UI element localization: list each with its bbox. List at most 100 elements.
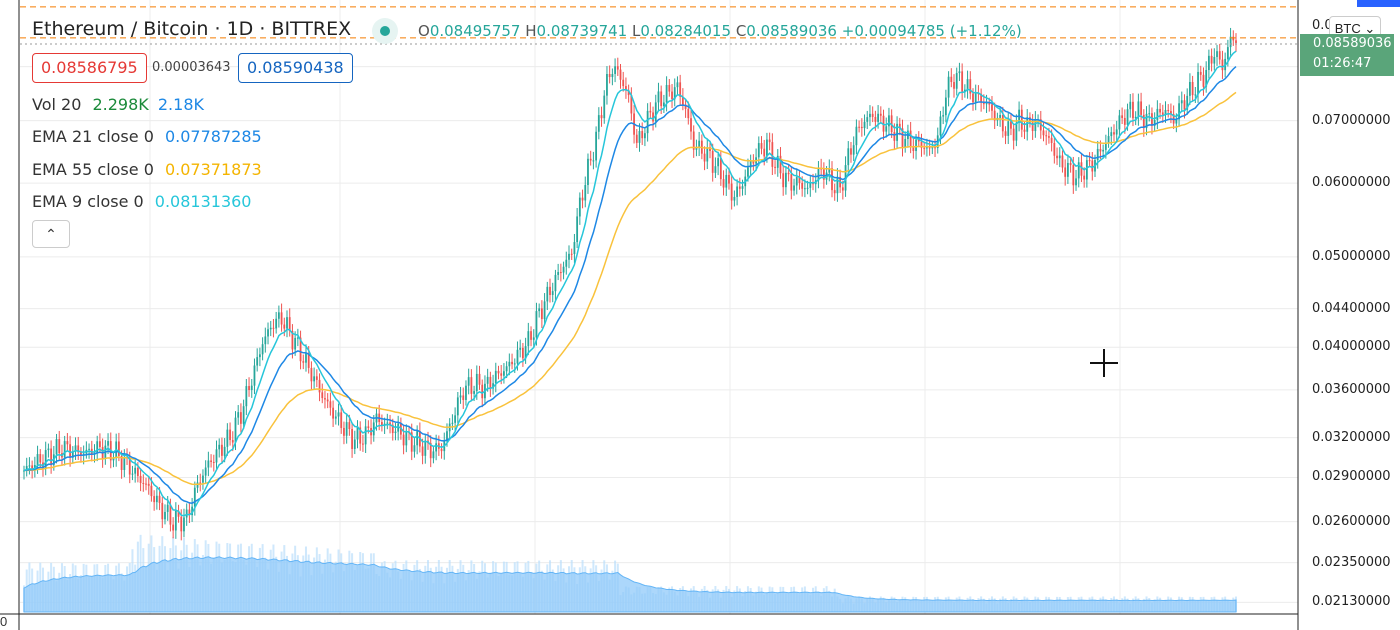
candle-body (503, 371, 505, 376)
price-tick-label: 0.05000000 (1312, 248, 1391, 264)
currency-label: BTC (1334, 21, 1361, 36)
candle-body (611, 73, 614, 78)
candle-body (944, 97, 947, 116)
candle-body (646, 110, 649, 134)
candle-body (600, 115, 603, 119)
collapse-legend-button[interactable]: ⌃ (32, 220, 70, 248)
candle-body (589, 158, 592, 161)
candle-body (1180, 100, 1183, 104)
candle-body (150, 485, 153, 497)
candle-body (1229, 36, 1232, 48)
candle-body (988, 102, 991, 105)
candle-body (158, 495, 161, 503)
buy-button[interactable]: 0.08590438 (238, 53, 353, 83)
candle-body (904, 138, 907, 148)
candle-body (681, 96, 684, 105)
candle-body (993, 110, 996, 121)
candle-body (180, 516, 183, 532)
candle-body (275, 318, 278, 329)
candle-countdown: 01:26:47 (1313, 56, 1372, 71)
candle-body (630, 95, 633, 114)
candle-body (381, 422, 383, 426)
candle-body (1099, 148, 1102, 152)
candle-body (107, 441, 109, 446)
candle-body (1137, 101, 1140, 117)
legend-ema21[interactable]: EMA 21 close 0 0.07787285 (32, 127, 262, 146)
low-key: L (632, 22, 641, 40)
candle-body (202, 475, 204, 483)
currency-selector[interactable]: BTC ⌄ (1329, 16, 1381, 42)
candle-body (785, 172, 787, 188)
vol-label: Vol 20 (32, 95, 82, 114)
candle-body (63, 441, 66, 458)
candle-body (459, 395, 462, 398)
candle-body (44, 450, 47, 469)
candle-body (489, 376, 492, 389)
candle-body (606, 74, 608, 96)
candle-body (790, 174, 793, 191)
open-key: O (418, 22, 430, 40)
candle-body (898, 123, 901, 129)
candle-body (999, 115, 1002, 118)
candle-body (1001, 115, 1004, 132)
candle-body (440, 448, 443, 452)
market-status-icon[interactable] (372, 18, 398, 44)
candle-body (625, 86, 627, 91)
candle-body (532, 337, 535, 340)
candle-body (145, 483, 147, 485)
candle-body (595, 131, 598, 161)
chevron-up-icon: ⌃ (45, 226, 57, 242)
candle-body (831, 168, 833, 191)
candle-body (229, 429, 231, 441)
candle-body (1207, 55, 1210, 71)
candle-body (982, 102, 985, 105)
candle-body (747, 167, 749, 177)
candle-body (212, 461, 215, 463)
candle-body (410, 432, 413, 452)
candle-body (234, 417, 237, 443)
legend-volume[interactable]: Vol 20 2.298K 2.18K (32, 95, 204, 114)
candle-body (248, 386, 250, 391)
candle-body (226, 429, 229, 447)
candle-body (494, 370, 497, 384)
legend-ema9[interactable]: EMA 9 close 0 0.08131360 (32, 192, 251, 211)
candle-body (806, 187, 809, 189)
candle-body (543, 301, 546, 320)
candle-body (1142, 114, 1145, 129)
candle-body (164, 511, 166, 520)
candle-body (1194, 94, 1197, 96)
candle-body (858, 126, 861, 128)
candle-body (139, 475, 142, 483)
candle-body (337, 412, 340, 417)
candle-body (888, 115, 890, 127)
candle-body (50, 448, 53, 466)
candle-body (359, 427, 362, 444)
candle-body (1064, 167, 1067, 177)
candle-body (1007, 121, 1010, 136)
sell-button[interactable]: 0.08586795 (32, 53, 147, 83)
vol-value: 2.298K (92, 95, 149, 114)
symbol-title[interactable]: Ethereum / Bitcoin · 1D · BITTREX (32, 18, 352, 40)
candle-body (1053, 143, 1056, 156)
candle-body (231, 440, 234, 443)
candle-body (1156, 108, 1159, 121)
candle-body (413, 445, 416, 452)
candle-body (568, 253, 570, 260)
candle-body (147, 483, 150, 486)
ema21-line (23, 66, 1237, 504)
candle-body (562, 266, 565, 273)
candle-body (315, 376, 318, 380)
candle-body (397, 423, 400, 432)
candle-body (456, 397, 459, 416)
candle-body (738, 186, 741, 189)
candle-body (1213, 57, 1216, 64)
candle-body (1023, 129, 1026, 132)
candle-body (318, 379, 321, 393)
candle-body (752, 161, 755, 164)
legend-ema55[interactable]: EMA 55 close 0 0.07371873 (32, 160, 262, 179)
candle-body (348, 422, 351, 429)
candle-body (142, 482, 145, 484)
top-blue-bar (1357, 0, 1400, 7)
candle-body (671, 91, 673, 100)
